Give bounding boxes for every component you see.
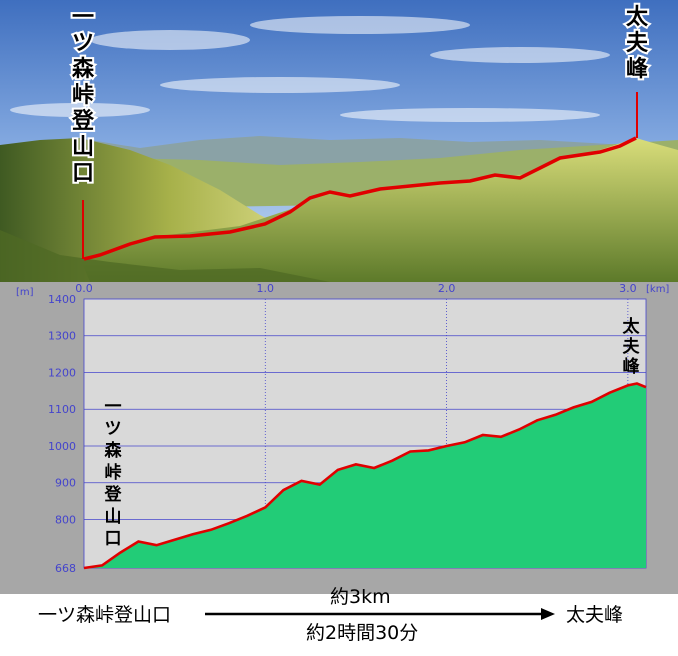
main-ridge: [80, 138, 678, 282]
chart-start-label-char: 森: [105, 440, 123, 461]
elevation-route-line: [83, 382, 647, 570]
chart-end-label-char: 夫: [623, 336, 641, 357]
chart-start-label-char: 登: [104, 484, 123, 505]
y-tick-label: 900: [55, 477, 76, 490]
y-tick-label: 800: [55, 513, 76, 526]
y-tick-label: 1100: [48, 403, 76, 416]
x-tick-label: 2.0: [438, 282, 456, 295]
y-tick-label: 1000: [48, 440, 76, 453]
scene-start-label-char: 峠: [72, 83, 94, 108]
foreground-valley: [0, 230, 330, 282]
time-label: 約2時間30分: [306, 622, 419, 644]
y-tick-label: 668: [55, 562, 76, 575]
start-label-chart: 一ツ森峠登山口一ツ森峠登山口: [104, 397, 123, 549]
scene-start-label-char: 森: [72, 56, 95, 82]
scene-start-label-char: 一: [72, 5, 94, 30]
x-tick-label: 1.0: [257, 282, 275, 295]
start-label-3d: 一ツ森峠登山口一ツ森峠登山口: [69, 3, 97, 188]
scene-end-label-char: 太: [626, 5, 649, 30]
end-label-3d: 太夫峰太夫峰: [624, 3, 651, 84]
scene-end-label-char: 夫: [626, 31, 649, 56]
scene-start-label-char: 口: [72, 161, 94, 186]
y-tick-label: 1200: [48, 366, 76, 379]
scene-start-label-char: ツ: [72, 31, 94, 56]
route-arrow: [205, 608, 555, 620]
terrain-scene: 一ツ森峠登山口一ツ森峠登山口 太夫峰太夫峰: [0, 0, 678, 282]
route-line-3d: [83, 136, 637, 261]
x-tick-label: 0.0: [75, 282, 93, 295]
from-label: 一ツ森峠登山口: [38, 604, 172, 626]
x-unit-label: [km]: [646, 284, 669, 295]
chart-start-label-char: 山: [105, 507, 122, 527]
distance-label: 約3km: [330, 586, 391, 608]
end-label-chart: 太夫峰太夫峰: [623, 316, 641, 377]
chart-start-label-char: 峠: [105, 462, 122, 483]
to-label: 太夫峰: [566, 604, 624, 626]
y-unit-label: [m]: [16, 287, 34, 298]
chart-end-label-char: 太: [623, 316, 641, 337]
chart-start-label-char: 一: [105, 397, 122, 417]
x-tick-label: 3.0: [619, 282, 637, 295]
scene-start-label-char: 山: [72, 135, 94, 160]
y-tick-label: 1400: [48, 293, 76, 306]
clouds: [10, 16, 610, 122]
chart-start-label-char: 口: [105, 529, 122, 549]
chart-start-label-char: ツ: [105, 419, 122, 439]
y-tick-label: 1300: [48, 330, 76, 343]
elevation-area: [84, 383, 646, 568]
chart-end-label-char: 峰: [623, 356, 641, 377]
scene-start-label-char: 登: [71, 109, 95, 134]
scene-end-label-char: 峰: [626, 57, 649, 82]
route-summary: 一ツ森峠登山口 約3km 約2時間30分 太夫峰: [0, 586, 678, 656]
